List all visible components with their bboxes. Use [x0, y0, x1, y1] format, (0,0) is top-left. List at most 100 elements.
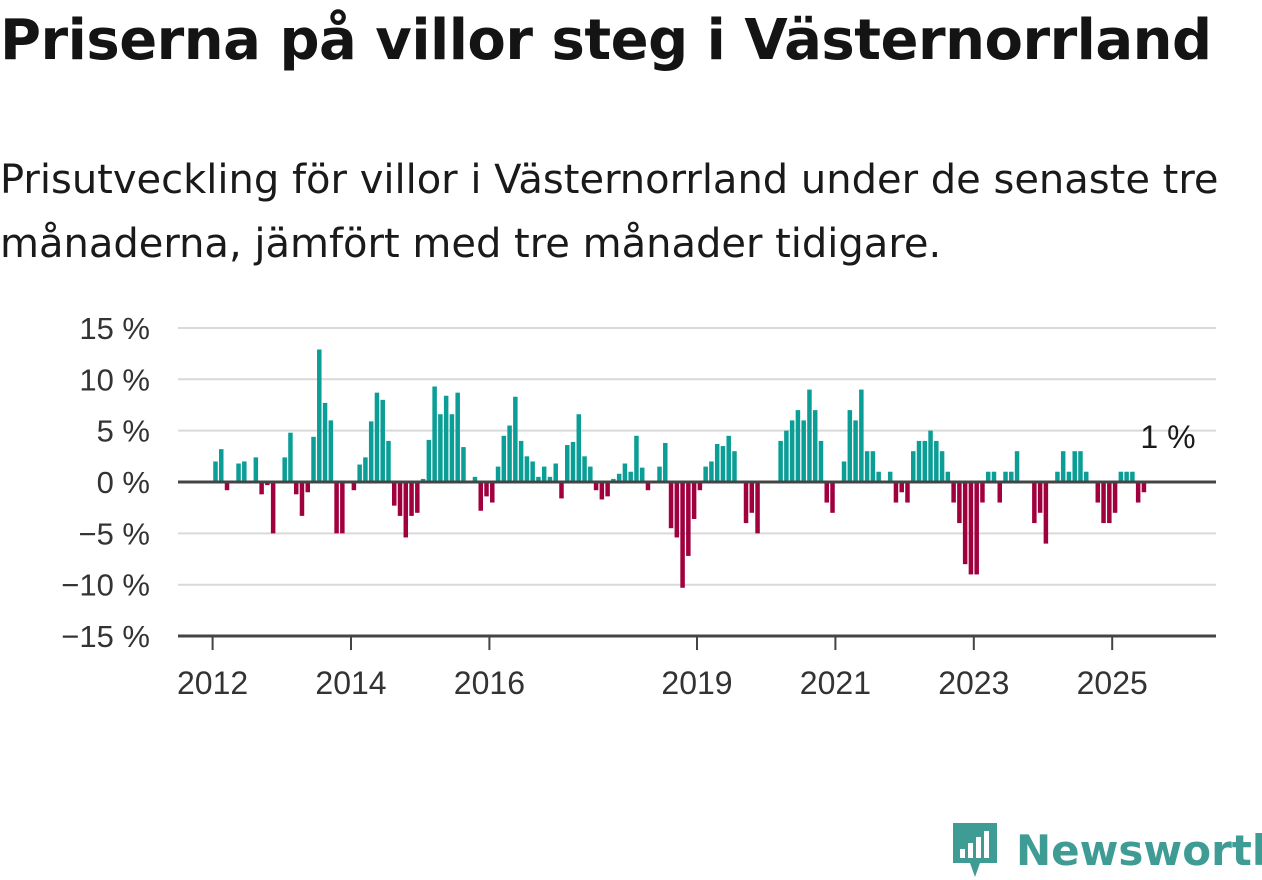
y-tick-label: −5 % — [78, 516, 150, 551]
bar — [674, 482, 680, 538]
bar — [265, 482, 270, 486]
bar — [478, 482, 483, 511]
bar — [1066, 471, 1072, 482]
bar — [697, 482, 703, 491]
bar — [686, 482, 691, 556]
bar — [541, 466, 547, 482]
bar — [524, 456, 530, 482]
bar — [934, 440, 939, 482]
bar — [570, 441, 576, 482]
bar — [213, 461, 218, 482]
bar — [311, 436, 316, 482]
bar — [1107, 482, 1112, 524]
bar — [622, 463, 628, 482]
bar — [490, 482, 495, 503]
bars — [213, 349, 1147, 588]
bar — [443, 395, 449, 482]
bar — [219, 449, 224, 482]
bar — [553, 463, 558, 482]
bar — [812, 410, 818, 482]
bar — [732, 451, 737, 482]
bar — [507, 425, 512, 482]
bar — [455, 392, 460, 482]
bar — [334, 482, 339, 534]
x-tick-label: 2023 — [938, 665, 1009, 700]
x-tick-label: 2021 — [800, 665, 871, 700]
bar — [968, 482, 974, 575]
bar — [253, 457, 259, 482]
bar — [340, 482, 345, 534]
bar — [380, 399, 385, 482]
bar — [864, 451, 870, 482]
bar — [397, 482, 403, 516]
bar — [368, 421, 374, 482]
bar — [351, 482, 357, 491]
y-tick-label: 0 % — [97, 465, 150, 500]
bar — [484, 482, 489, 497]
bar — [859, 389, 864, 482]
bar — [807, 389, 812, 482]
bar — [495, 466, 501, 482]
bar — [513, 396, 518, 482]
y-tick-label: 10 % — [79, 362, 150, 397]
bar — [1130, 471, 1135, 482]
bar — [1060, 451, 1066, 482]
bar — [749, 482, 755, 513]
bar — [1141, 482, 1147, 493]
bar — [299, 482, 305, 516]
bar — [714, 444, 720, 482]
bar — [980, 482, 985, 503]
bar — [847, 410, 853, 482]
bar — [818, 440, 824, 482]
bar — [957, 482, 962, 524]
x-tick-label: 2014 — [315, 665, 386, 700]
axes — [178, 480, 1216, 651]
bar — [905, 482, 910, 503]
bar — [928, 430, 933, 482]
bar — [576, 414, 582, 482]
bar — [726, 435, 731, 482]
bar — [709, 461, 714, 482]
y-tick-label: 5 % — [97, 414, 150, 449]
bar — [997, 482, 1002, 503]
bar — [461, 447, 466, 482]
bar — [1072, 451, 1077, 482]
bar — [616, 473, 622, 482]
bar — [536, 476, 541, 482]
bar — [547, 476, 553, 482]
chart-title: Priserna på villor steg i Västernorrland — [0, 8, 1212, 73]
bar — [893, 482, 899, 503]
bar — [703, 466, 708, 482]
bar — [720, 446, 726, 482]
bar — [501, 435, 507, 482]
bar — [645, 482, 651, 491]
bar — [1032, 482, 1037, 524]
y-tick-label: −10 % — [61, 568, 150, 603]
last-value-label: 1 % — [1140, 419, 1195, 455]
bar — [1095, 482, 1101, 503]
bar — [985, 471, 991, 482]
bar — [403, 482, 409, 538]
bar — [939, 451, 945, 482]
bar — [438, 414, 443, 482]
bar-chart: 15 %10 %5 %0 %−5 %−10 %−15 % 2012 2014 201… — [61, 311, 1216, 700]
chart-subtitle: Prisutveckling för villor i Västernorrla… — [0, 157, 1219, 267]
x-tick-label: 2016 — [454, 665, 525, 700]
bar — [1118, 471, 1124, 482]
bar — [374, 392, 380, 482]
bar — [1084, 471, 1089, 482]
bar — [887, 471, 893, 482]
bar — [853, 420, 858, 482]
bar — [1003, 471, 1008, 482]
bar — [565, 445, 570, 482]
bar — [611, 478, 616, 482]
bar — [593, 482, 599, 491]
bar — [991, 471, 997, 482]
bar — [305, 482, 310, 493]
bar — [755, 482, 760, 534]
bar — [1043, 482, 1049, 544]
bar — [588, 466, 593, 482]
bar — [293, 482, 299, 495]
x-tick-label: 2025 — [1077, 665, 1148, 700]
bar — [409, 482, 414, 516]
